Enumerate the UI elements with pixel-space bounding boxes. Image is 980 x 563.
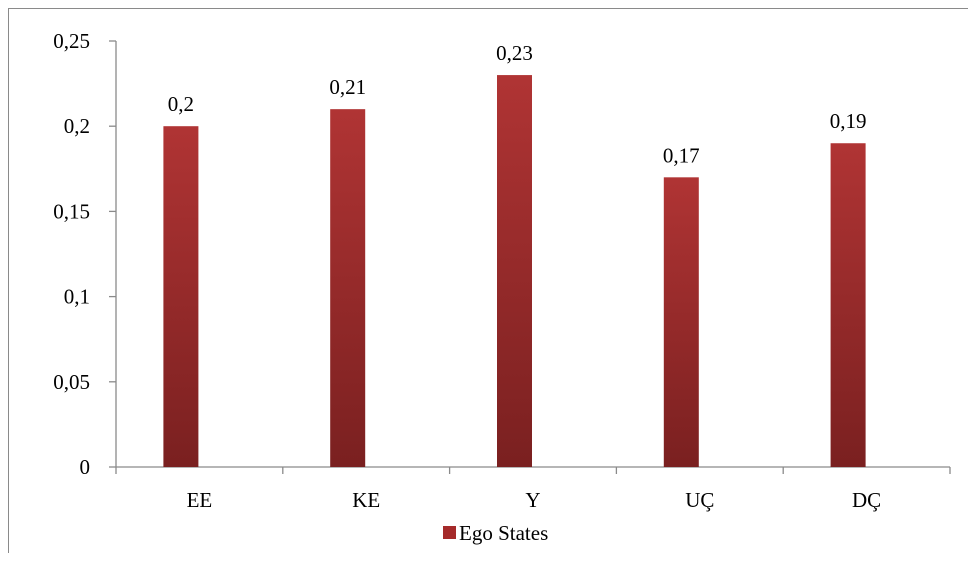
x-tick-label: DÇ — [852, 488, 881, 512]
y-tick-label: 0,25 — [53, 29, 90, 53]
x-tick-label: KE — [352, 488, 380, 512]
y-tick-label: 0,2 — [64, 114, 90, 138]
bar — [830, 143, 866, 468]
data-labels: 0,2 0,21 0,23 0,17 0,19 — [168, 41, 867, 167]
bar — [497, 75, 532, 467]
chart-frame — [8, 8, 968, 553]
bar — [330, 109, 366, 467]
data-label: 0,2 — [168, 92, 194, 116]
x-tick-label: UÇ — [685, 488, 714, 512]
data-label: 0,21 — [329, 75, 366, 99]
legend: Ego States — [443, 521, 548, 545]
y-tick-label: 0,1 — [64, 285, 90, 309]
data-label: 0,19 — [830, 109, 867, 133]
bar — [663, 177, 699, 467]
y-tick-label: 0,15 — [53, 199, 90, 223]
bar — [163, 126, 199, 467]
x-tick-label: Y — [525, 488, 540, 512]
y-tick-label: 0 — [80, 455, 91, 479]
legend-swatch — [443, 526, 456, 539]
legend-label: Ego States — [459, 521, 548, 545]
data-label: 0,23 — [496, 41, 533, 65]
x-tick-label: EE — [187, 488, 213, 512]
bars — [163, 75, 866, 468]
y-tick-label: 0,05 — [53, 370, 90, 394]
axes: 0 0,05 0,1 0,15 0,2 0,25 EE KE Y UÇ DÇ — [53, 29, 951, 512]
data-label: 0,17 — [663, 143, 700, 167]
